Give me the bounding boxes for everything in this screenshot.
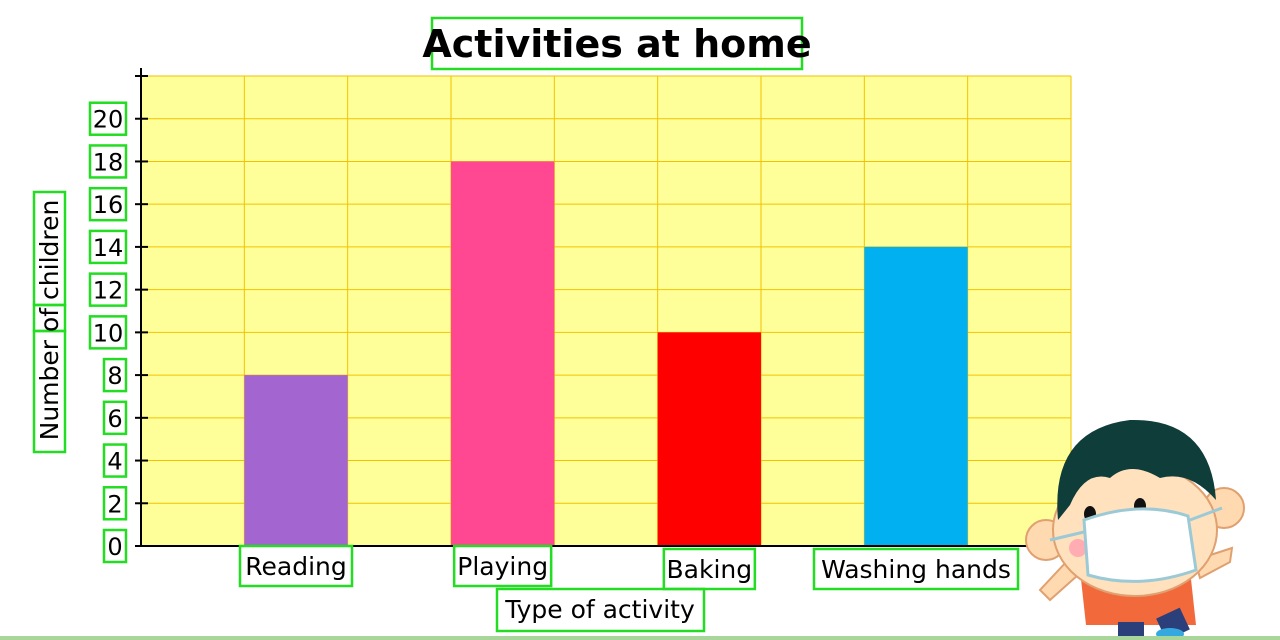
y-tick-label: 16 <box>93 191 124 219</box>
bar-washing-hands <box>864 246 968 546</box>
y-axis-title-group: Number of children <box>32 190 67 454</box>
y-tick-label: 12 <box>93 277 124 305</box>
y-tick-label-box <box>88 144 128 179</box>
bars <box>244 161 968 547</box>
x-axis-title-group: Type of activity <box>495 587 706 633</box>
category-labels: Reading Playing Baking Washing hands <box>238 544 1020 591</box>
category-label-playing: Playing <box>457 552 548 581</box>
chart-title-group: Activities at home <box>422 16 812 71</box>
category-label-box <box>662 547 757 591</box>
y-axis-title: Number of children <box>35 200 64 441</box>
category-label-box <box>238 544 354 588</box>
category-label-reading: Reading <box>245 552 346 581</box>
y-tick-label: 18 <box>93 148 124 176</box>
bar-reading <box>244 375 348 546</box>
category-label-baking: Baking <box>667 555 753 584</box>
y-tick-label: 2 <box>107 490 122 518</box>
y-tick-label: 0 <box>107 533 122 561</box>
y-tick-label: 8 <box>107 362 122 390</box>
chart-title: Activities at home <box>422 22 811 66</box>
category-label-box <box>452 544 553 588</box>
y-tick-label-box <box>88 101 128 136</box>
y-tick-label-box <box>102 528 128 564</box>
y-tick-label-box <box>88 186 128 222</box>
category-label-washing-hands: Washing hands <box>821 555 1011 584</box>
y-tick-label: 14 <box>93 234 124 262</box>
y-tick-label: 6 <box>107 405 122 433</box>
y-tick-label-box <box>88 229 128 265</box>
y-tick-labels: 0 2 4 6 8 10 12 14 16 18 20 <box>88 101 128 564</box>
bar-playing <box>451 161 555 547</box>
bottom-edge-line <box>0 636 1280 640</box>
y-tick-label-box <box>102 486 128 521</box>
bar-baking <box>657 332 761 546</box>
y-tick-label-box <box>88 272 128 307</box>
child-wearing-mask-icon <box>1025 419 1245 640</box>
y-tick-label-box <box>102 400 128 436</box>
y-tick-label: 20 <box>93 106 124 134</box>
x-axis-title: Type of activity <box>504 595 695 624</box>
y-tick-label: 4 <box>107 448 122 476</box>
y-tick-label-box <box>88 315 128 350</box>
y-tick-label-box <box>102 357 128 393</box>
category-label-box <box>812 547 1020 591</box>
y-tick-label: 10 <box>93 319 124 347</box>
y-tick-label-box <box>102 443 128 478</box>
